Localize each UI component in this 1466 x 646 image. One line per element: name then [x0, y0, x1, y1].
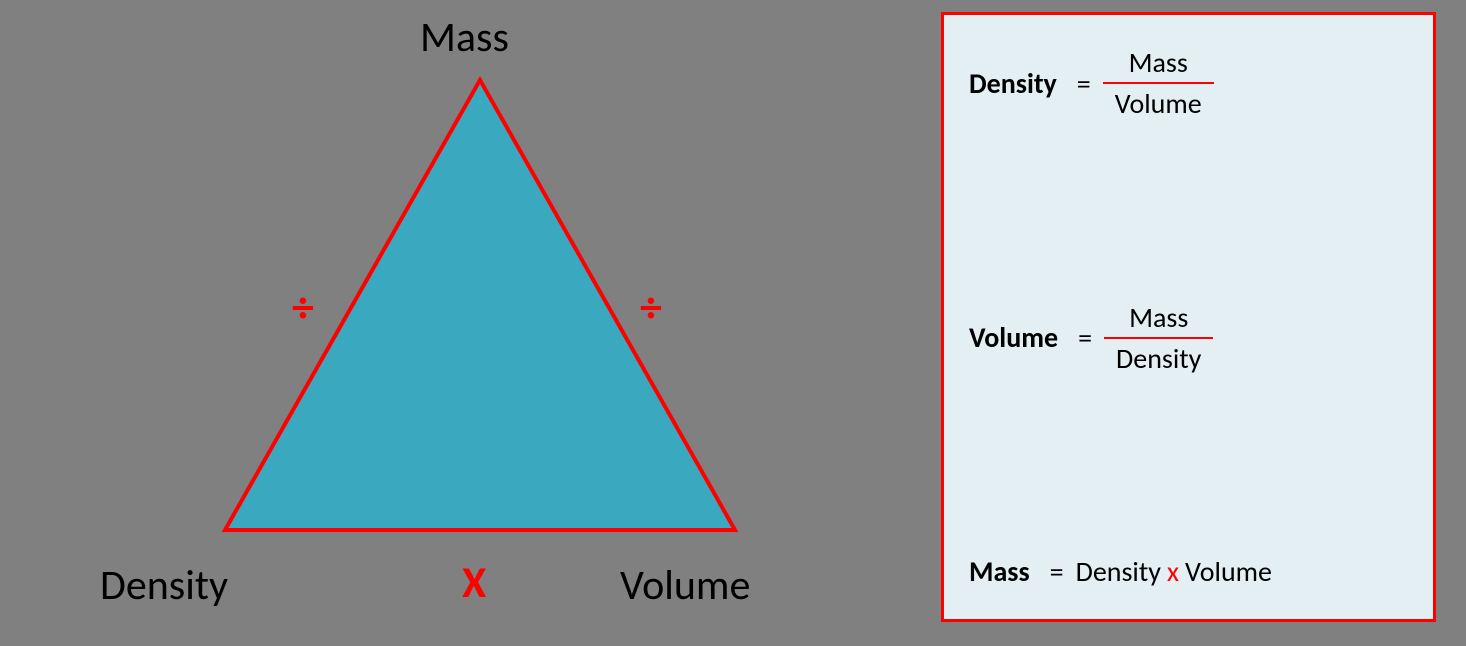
multiply-icon-bottom: X: [462, 555, 486, 609]
formula-density: Density = Mass Volume: [969, 45, 1408, 121]
formula-volume: Volume = Mass Density: [969, 300, 1408, 376]
triangle-svg: [0, 0, 960, 646]
equals-sign: =: [1077, 66, 1091, 101]
divide-icon-left: ÷: [292, 280, 314, 334]
product-right: Volume: [1185, 554, 1272, 589]
product-left: Density: [1076, 554, 1161, 589]
formula-label-mass: Mass: [969, 554, 1030, 589]
formula-label-density: Density: [969, 66, 1057, 101]
formula-label-volume: Volume: [969, 320, 1058, 355]
fraction-volume: Mass Density: [1104, 300, 1213, 376]
fraction-denominator: Volume: [1103, 82, 1214, 121]
triangle-label-top: Mass: [420, 12, 509, 63]
fraction-numerator: Mass: [1117, 300, 1200, 337]
equals-sign: =: [1050, 554, 1064, 589]
triangle-label-bottom-right: Volume: [620, 560, 750, 611]
fraction-numerator: Mass: [1117, 45, 1200, 82]
triangle-label-bottom-left: Density: [100, 560, 228, 611]
divide-icon-right: ÷: [640, 280, 662, 334]
fraction-density: Mass Volume: [1103, 45, 1214, 121]
fraction-denominator: Density: [1104, 337, 1213, 376]
multiply-icon: x: [1167, 554, 1179, 589]
equals-sign: =: [1078, 320, 1092, 355]
formula-box: Density = Mass Volume Volume = Mass Dens…: [941, 12, 1436, 622]
formula-mass: Mass = Density x Volume: [969, 554, 1408, 589]
main-container: Mass Density Volume ÷ ÷ X Density = Mass…: [0, 0, 1466, 646]
